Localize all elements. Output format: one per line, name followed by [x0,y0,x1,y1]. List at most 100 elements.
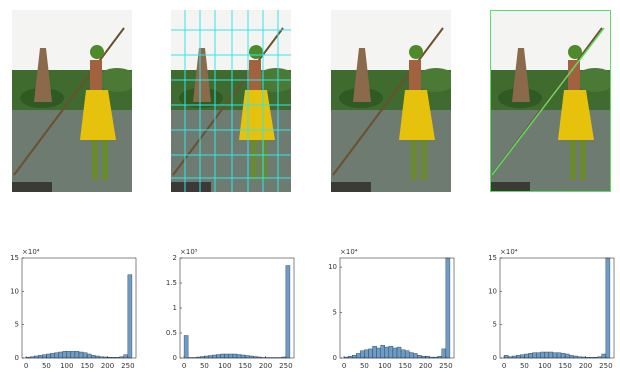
y-tick-label: 15 [488,254,497,262]
x-tick-label: 50 [42,362,51,370]
x-tick-label: 200 [101,362,114,370]
x-tick-label: 150 [238,362,251,370]
y-tick-label: 5 [15,321,19,329]
bar [42,355,46,358]
bar [389,346,393,358]
figure: 050100150200250051015×10⁴050100150200250… [0,0,620,372]
bar [87,354,91,358]
x-tick-label: 150 [398,362,411,370]
bar [413,353,417,358]
x-tick-label: 50 [360,362,369,370]
bar [217,355,221,359]
bar [241,355,245,358]
y-tick-label: 5 [493,321,497,329]
bar [79,352,83,358]
y-exponent: ×10⁵ [180,248,198,256]
x-tick-label: 150 [80,362,93,370]
bar [124,355,128,358]
bar [71,351,75,358]
x-tick-label: 100 [378,362,391,370]
bar [184,336,188,359]
y-exponent: ×10⁴ [340,248,358,256]
y-tick-label: 5 [333,309,337,317]
bar [67,351,71,358]
x-tick-label: 250 [599,362,612,370]
bar [373,346,377,358]
x-tick-label: 200 [259,362,272,370]
bar [565,354,569,358]
x-tick-label: 200 [419,362,432,370]
bar [369,349,373,358]
x-tick-label: 250 [279,362,292,370]
bar [516,355,520,358]
bar [393,348,397,358]
bar [606,258,610,358]
bar [529,353,533,358]
y-tick-label: 0 [15,354,19,362]
bar [561,353,565,358]
y-tick-label: 1 [173,304,177,312]
bar [364,350,368,358]
bar [533,353,537,358]
x-tick-label: 0 [182,362,186,370]
x-tick-label: 150 [558,362,571,370]
x-tick-label: 100 [218,362,231,370]
bar [63,351,67,358]
x-tick-label: 250 [121,362,134,370]
bar [545,352,549,358]
bar [360,351,364,358]
bar [401,350,405,358]
bar [225,354,229,358]
y-tick-label: 10 [328,263,337,271]
x-tick-label: 0 [502,362,506,370]
y-tick-label: 0 [493,354,497,362]
y-tick-label: 2 [173,254,177,262]
y-tick-label: 10 [10,287,19,295]
bar [381,345,385,358]
axes-box [500,258,614,358]
bar [569,355,573,358]
bar [549,352,553,358]
bar [38,355,42,358]
page: 050100150200250051015×10⁴050100150200250… [0,0,620,372]
axes-box [180,258,294,358]
x-tick-label: 0 [24,362,28,370]
bar [405,351,409,358]
x-tick-label: 100 [538,362,551,370]
bar [233,354,237,358]
bar [553,353,557,358]
y-tick-label: 0 [333,354,337,362]
x-tick-label: 200 [579,362,592,370]
bar [46,354,50,358]
x-tick-label: 50 [200,362,209,370]
bar [442,349,446,358]
bar [602,354,606,358]
bar [286,266,290,359]
bar [520,355,524,358]
bar [51,353,55,358]
bar [75,351,79,358]
bar [541,352,545,358]
axes-box [22,258,136,358]
y-tick-label: 10 [488,287,497,295]
bar [59,352,63,358]
y-tick-label: 0.5 [166,329,177,337]
bar [245,356,249,359]
bar [55,353,59,358]
bar [213,355,217,358]
bar [385,347,389,358]
axes-box [340,258,454,358]
bar [209,356,213,359]
bar [446,258,450,358]
y-tick-label: 1.5 [166,279,177,287]
bar [91,355,95,358]
bar [237,355,241,359]
bar [557,353,561,358]
image-original [12,10,137,192]
y-tick-label: 0 [173,354,177,362]
y-tick-label: 15 [10,254,19,262]
bar [537,353,541,358]
x-tick-label: 50 [520,362,529,370]
image-superpixels [171,10,296,192]
y-exponent: ×10⁴ [500,248,518,256]
